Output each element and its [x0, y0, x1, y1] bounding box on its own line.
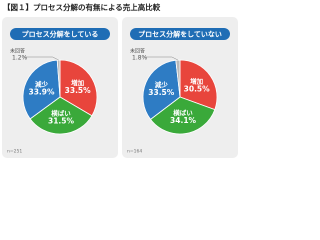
chart-title: 【図１】プロセス分解の有無による売上高比較 — [3, 2, 161, 12]
pie-slice — [56, 59, 61, 98]
pie-slice — [22, 59, 61, 120]
pie-slice — [29, 96, 93, 135]
pie-slice — [179, 59, 218, 111]
banner — [130, 28, 230, 40]
value-label: 33.5% — [65, 86, 92, 95]
value-label: 33.5% — [148, 88, 175, 97]
pie-slice — [149, 96, 216, 135]
banner-title: プロセス分解をしている — [22, 30, 99, 39]
slice-label: 未回答 — [130, 48, 145, 55]
slice-label: 減少 — [155, 80, 169, 89]
sample-size: n=251 — [7, 149, 22, 155]
banner-title: プロセス分解をしていない — [138, 30, 222, 39]
banner — [10, 28, 110, 40]
value-label: 30.5% — [184, 84, 211, 93]
slice-label: 増加 — [190, 76, 204, 85]
slice-label: 横ばい — [51, 108, 71, 117]
slice-label: 未回答 — [10, 48, 25, 55]
value-label: 1.8% — [132, 55, 148, 62]
value-label: 1.2% — [12, 55, 28, 62]
slice-label: 減少 — [35, 79, 49, 88]
value-label: 31.5% — [48, 116, 75, 125]
value-label: 33.9% — [28, 87, 55, 96]
chart: 【図１】プロセス分解の有無による売上高比較 プロセス分解をしている増加33.5%… — [0, 0, 240, 160]
slice-label: 増加 — [71, 78, 85, 87]
slice-label: 横ばい — [173, 108, 193, 117]
pie-slice — [59, 59, 98, 117]
leader-line — [24, 56, 59, 61]
leader-line — [144, 56, 179, 61]
sample-size: n=164 — [127, 149, 142, 155]
pie-slice — [142, 59, 181, 120]
value-label: 34.1% — [170, 116, 197, 125]
